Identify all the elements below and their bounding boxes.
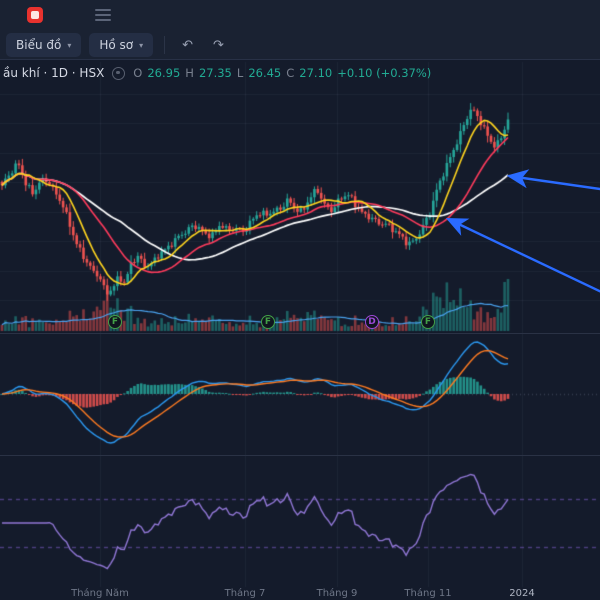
change-value: +0.10 (+0.37%) (337, 66, 432, 80)
undo-button[interactable]: ↶ (176, 36, 199, 55)
toolbar-divider (164, 36, 166, 54)
open-value: 26.95 (147, 66, 181, 80)
event-marker-d[interactable]: D (365, 315, 379, 329)
app-logo-icon[interactable] (27, 7, 43, 23)
low-label: L (236, 66, 244, 80)
panel-separator-macd[interactable] (0, 333, 600, 334)
panel-separator-rsi[interactable] (0, 455, 600, 456)
chevron-down-icon: ▾ (139, 40, 144, 50)
redo-button[interactable]: ↷ (207, 36, 230, 55)
chart-menu-label: Biểu đồ (16, 38, 62, 52)
close-value: 27.10 (299, 66, 333, 80)
symbol-legend: ầu khí · 1D · HSX O 26.95 H 27.35 L 26.45 C… (3, 66, 431, 80)
chevron-down-icon: ▾ (67, 40, 72, 50)
close-label: C (286, 66, 295, 80)
event-marker-f[interactable]: F (261, 315, 275, 329)
time-axis[interactable]: Tháng Năm Tháng 7 Tháng 9 Tháng 11 2024 (0, 588, 600, 600)
low-value: 26.45 (248, 66, 282, 80)
chart-menu-button[interactable]: Biểu đồ ▾ (6, 33, 82, 57)
menu-icon[interactable] (95, 9, 111, 21)
symbol-title[interactable]: ầu khí · 1D · HSX (3, 66, 105, 80)
time-axis-label[interactable]: Tháng Năm (71, 588, 129, 599)
event-marker-f[interactable]: F (108, 315, 122, 329)
time-axis-label[interactable]: Tháng 9 (316, 588, 358, 599)
high-value: 27.35 (198, 66, 232, 80)
event-marker-f[interactable]: F (421, 315, 435, 329)
time-axis-label[interactable]: Tháng 7 (224, 588, 266, 599)
toolbar-row-top (0, 0, 600, 30)
ohlc-values: O 26.95 H 27.35 L 26.45 C 27.10 +0.10 (+0.37… (133, 66, 431, 80)
time-axis-label[interactable]: 2024 (509, 588, 535, 599)
toolbar-row-buttons: Biểu đồ ▾ Hồ sơ ▾ ↶ ↷ (0, 31, 230, 59)
profile-menu-button[interactable]: Hồ sơ ▾ (89, 33, 154, 57)
open-label: O (133, 66, 143, 80)
toolbar: Biểu đồ ▾ Hồ sơ ▾ ↶ ↷ (0, 0, 600, 60)
time-axis-label[interactable]: Tháng 11 (404, 588, 452, 599)
profile-menu-label: Hồ sơ (99, 38, 134, 52)
high-label: H (185, 66, 194, 80)
symbol-info-icon[interactable] (112, 66, 126, 80)
